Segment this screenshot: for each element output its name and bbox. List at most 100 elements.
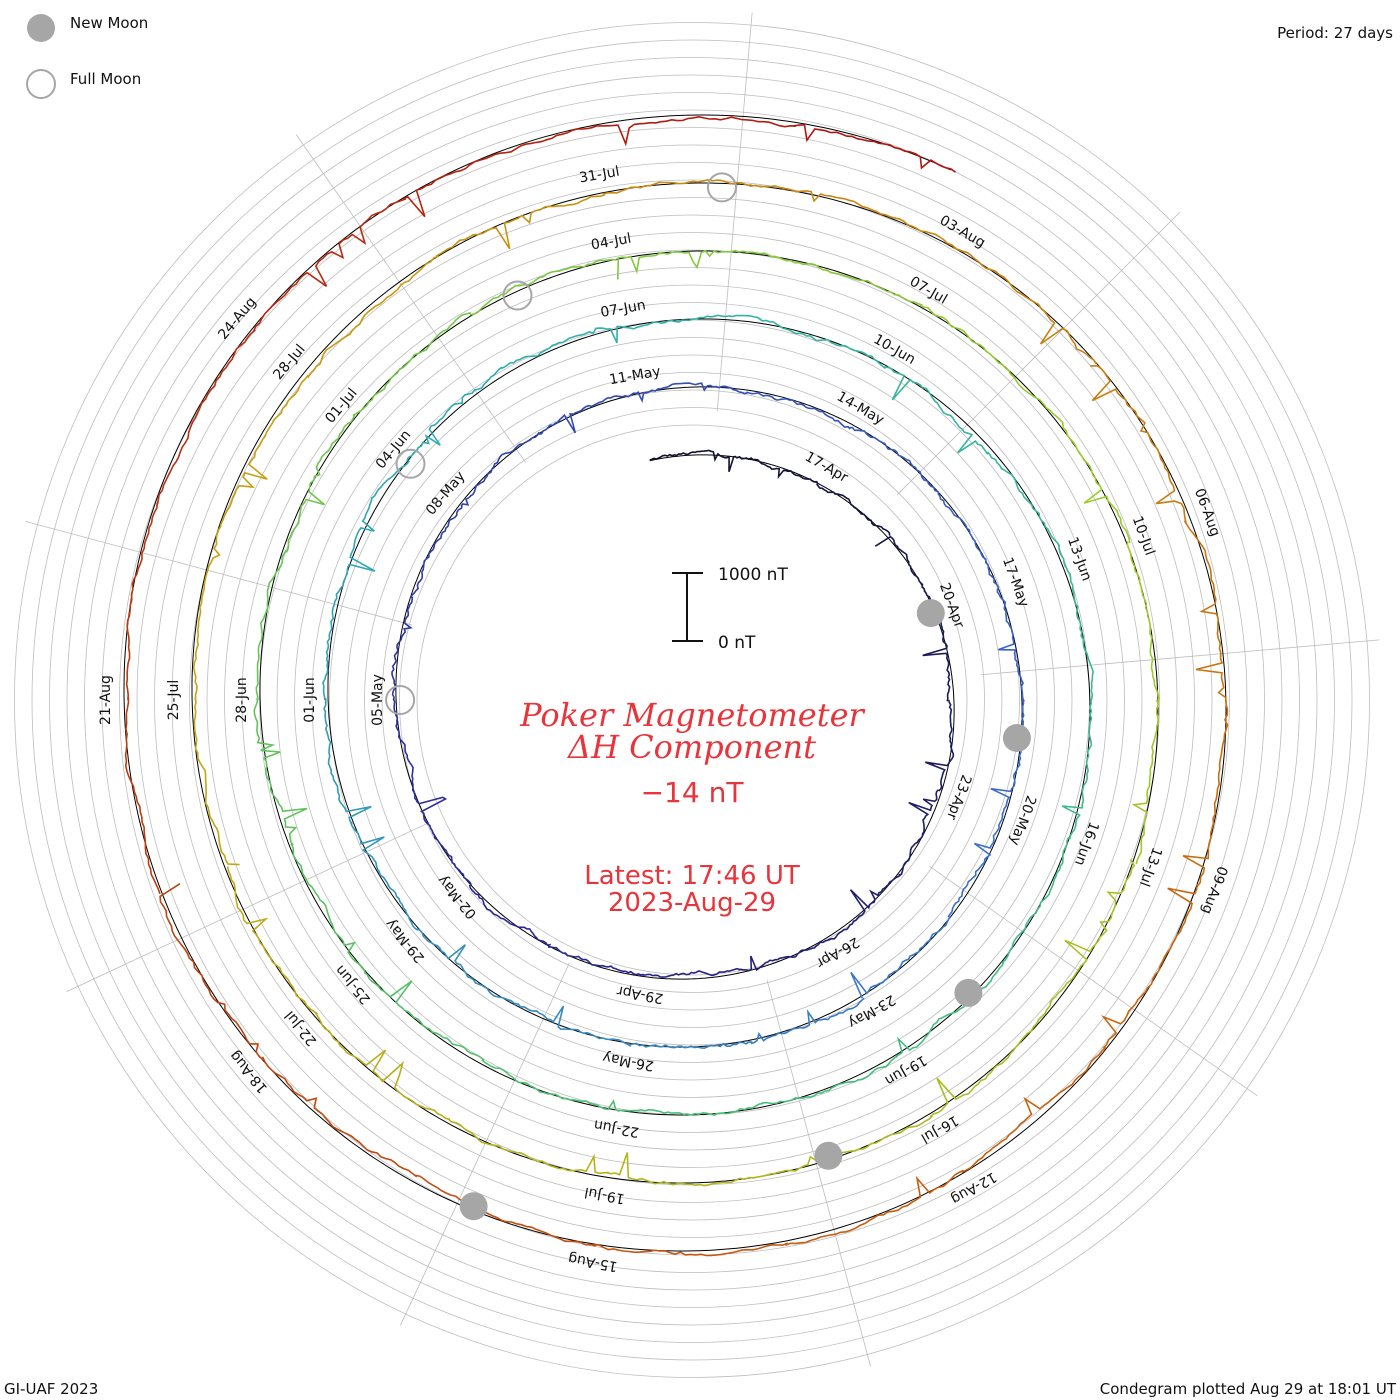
grid-spoke bbox=[295, 134, 526, 463]
magnetometer-trace-segment bbox=[1182, 699, 1229, 887]
magnetometer-trace-segment bbox=[159, 883, 264, 1061]
magnetometer-trace-segment bbox=[1063, 564, 1095, 703]
grid-spoke bbox=[25, 521, 412, 626]
magnetometer-trace-segment bbox=[925, 699, 955, 792]
new-moon-marker bbox=[954, 978, 983, 1007]
trace-layer bbox=[124, 115, 1229, 1257]
date-label: 19-Jul bbox=[583, 1184, 626, 1207]
grid-ring bbox=[364, 372, 1020, 1028]
grid-ring bbox=[259, 267, 1125, 1133]
grid-ring bbox=[14, 22, 1370, 1378]
magnetometer-trace-segment bbox=[1043, 404, 1131, 544]
magnetometer-trace-segment bbox=[1049, 859, 1136, 1004]
magnetometer-trace-segment bbox=[649, 449, 737, 472]
magnetometer-trace-segment bbox=[1183, 520, 1227, 703]
magnetometer-trace-segment bbox=[409, 505, 463, 598]
magnetometer-trace-segment bbox=[352, 311, 472, 417]
magnetometer-trace-segment bbox=[961, 1046, 1107, 1174]
magnetometer-trace-segment bbox=[629, 1041, 753, 1050]
grid-layer bbox=[14, 12, 1380, 1378]
magnetometer-trace-segment bbox=[435, 193, 606, 258]
magnetometer-trace-segment bbox=[617, 249, 773, 280]
date-label: 23-May bbox=[845, 991, 898, 1031]
full-moon-marker bbox=[385, 685, 416, 715]
date-label: 11-May bbox=[608, 364, 662, 389]
date-label: 26-Apr bbox=[813, 934, 862, 971]
new-moon-marker bbox=[1002, 724, 1031, 752]
grid-ring bbox=[101, 109, 1283, 1291]
magnetometer-trace-segment bbox=[1001, 836, 1070, 964]
scale-bar: 1000 nT 0 nT bbox=[672, 565, 788, 653]
magnetometer-trace-segment bbox=[192, 525, 222, 701]
magnetometer-trace-segment bbox=[898, 789, 940, 876]
magnetometer-trace-segment bbox=[590, 115, 796, 147]
grid-spoke bbox=[929, 866, 1258, 1097]
magnetometer-trace-segment bbox=[469, 258, 617, 316]
magnetometer-trace-segment bbox=[253, 697, 308, 846]
date-label: 10-Jul bbox=[1129, 514, 1158, 558]
magnetometer-trace-segment bbox=[314, 1012, 451, 1121]
date-label: 15-Aug bbox=[567, 1250, 619, 1274]
magnetometer-trace-segment bbox=[392, 698, 418, 801]
baseline-spiral bbox=[123, 114, 1227, 1252]
grid-spoke bbox=[896, 211, 1181, 496]
magnetometer-trace-segment bbox=[252, 198, 407, 333]
date-label: 24-Aug bbox=[215, 294, 259, 343]
date-label: 29-Apr bbox=[615, 982, 664, 1006]
magnetometer-trace-segment bbox=[261, 1056, 418, 1178]
magnetometer-trace-segment bbox=[307, 255, 439, 379]
date-label: 25-Jul bbox=[166, 680, 182, 721]
magnetometer-trace-segment bbox=[922, 610, 951, 702]
magnetometer-trace-segment bbox=[734, 455, 819, 485]
magnetometer-trace-segment bbox=[125, 502, 159, 701]
magnetometer-trace-segment bbox=[761, 1055, 898, 1105]
magnetometer-trace-segment bbox=[769, 255, 923, 306]
magnetometer-trace-segment bbox=[617, 1102, 764, 1116]
magnetometer-trace-segment bbox=[391, 596, 414, 701]
magnetometer-trace-segment bbox=[547, 946, 644, 976]
magnetometer-trace-segment bbox=[919, 304, 1047, 407]
magnetometer-trace-segment bbox=[460, 431, 540, 507]
new-moon-icon bbox=[27, 14, 55, 42]
grid-ring bbox=[84, 92, 1300, 1308]
grid-ring bbox=[189, 197, 1195, 1203]
date-label: 01-Jun bbox=[302, 677, 318, 723]
grid-spoke bbox=[400, 962, 570, 1326]
magnetometer-trace-segment bbox=[952, 247, 1097, 365]
magnetometer-trace-segment bbox=[758, 318, 886, 370]
magnetometer-trace-segment bbox=[124, 697, 161, 894]
full-moon-icon bbox=[26, 69, 56, 99]
magnetometer-trace-segment bbox=[874, 535, 936, 615]
magnetometer-trace-segment bbox=[323, 698, 372, 825]
magnetometer-trace-segment bbox=[226, 866, 319, 1015]
period-label: Period: 27 days bbox=[1277, 24, 1393, 42]
date-label: 26-May bbox=[601, 1049, 655, 1074]
date-label: 31-Jul bbox=[578, 164, 621, 187]
current-value: −14 nT bbox=[641, 776, 745, 809]
grid-ring bbox=[329, 337, 1055, 1063]
grid-ring bbox=[171, 179, 1213, 1221]
grid-ring bbox=[224, 232, 1160, 1168]
grid-ring bbox=[31, 39, 1353, 1361]
full-moon-marker bbox=[502, 280, 533, 311]
magnetometer-trace-segment bbox=[350, 822, 419, 931]
grid-ring bbox=[399, 407, 985, 993]
magnetometer-trace-segment bbox=[947, 812, 1004, 918]
date-label: 02-May bbox=[435, 872, 481, 922]
chart-title-line1: Poker Magnetometer bbox=[519, 696, 865, 734]
magnetometer-trace-segment bbox=[986, 451, 1067, 567]
magnetometer-trace-segment bbox=[606, 1152, 776, 1187]
date-label: 22-Jun bbox=[593, 1116, 641, 1140]
grid-spoke bbox=[980, 639, 1380, 676]
magnetometer-trace-segment bbox=[816, 483, 891, 536]
magnetometer-trace-segment bbox=[1061, 699, 1093, 840]
grid-ring bbox=[416, 424, 968, 976]
magnetometer-trace-segment bbox=[447, 1117, 609, 1175]
latest-date: 2023-Aug-29 bbox=[608, 888, 776, 918]
magnetometer-trace-segment bbox=[642, 967, 740, 978]
full-moon-marker bbox=[706, 172, 737, 203]
magnetometer-trace-segment bbox=[219, 374, 310, 529]
magnetometer-trace-segment bbox=[929, 1001, 1052, 1118]
magnetometer-trace-segment bbox=[996, 588, 1025, 702]
magnetometer-trace-segment bbox=[636, 382, 748, 404]
